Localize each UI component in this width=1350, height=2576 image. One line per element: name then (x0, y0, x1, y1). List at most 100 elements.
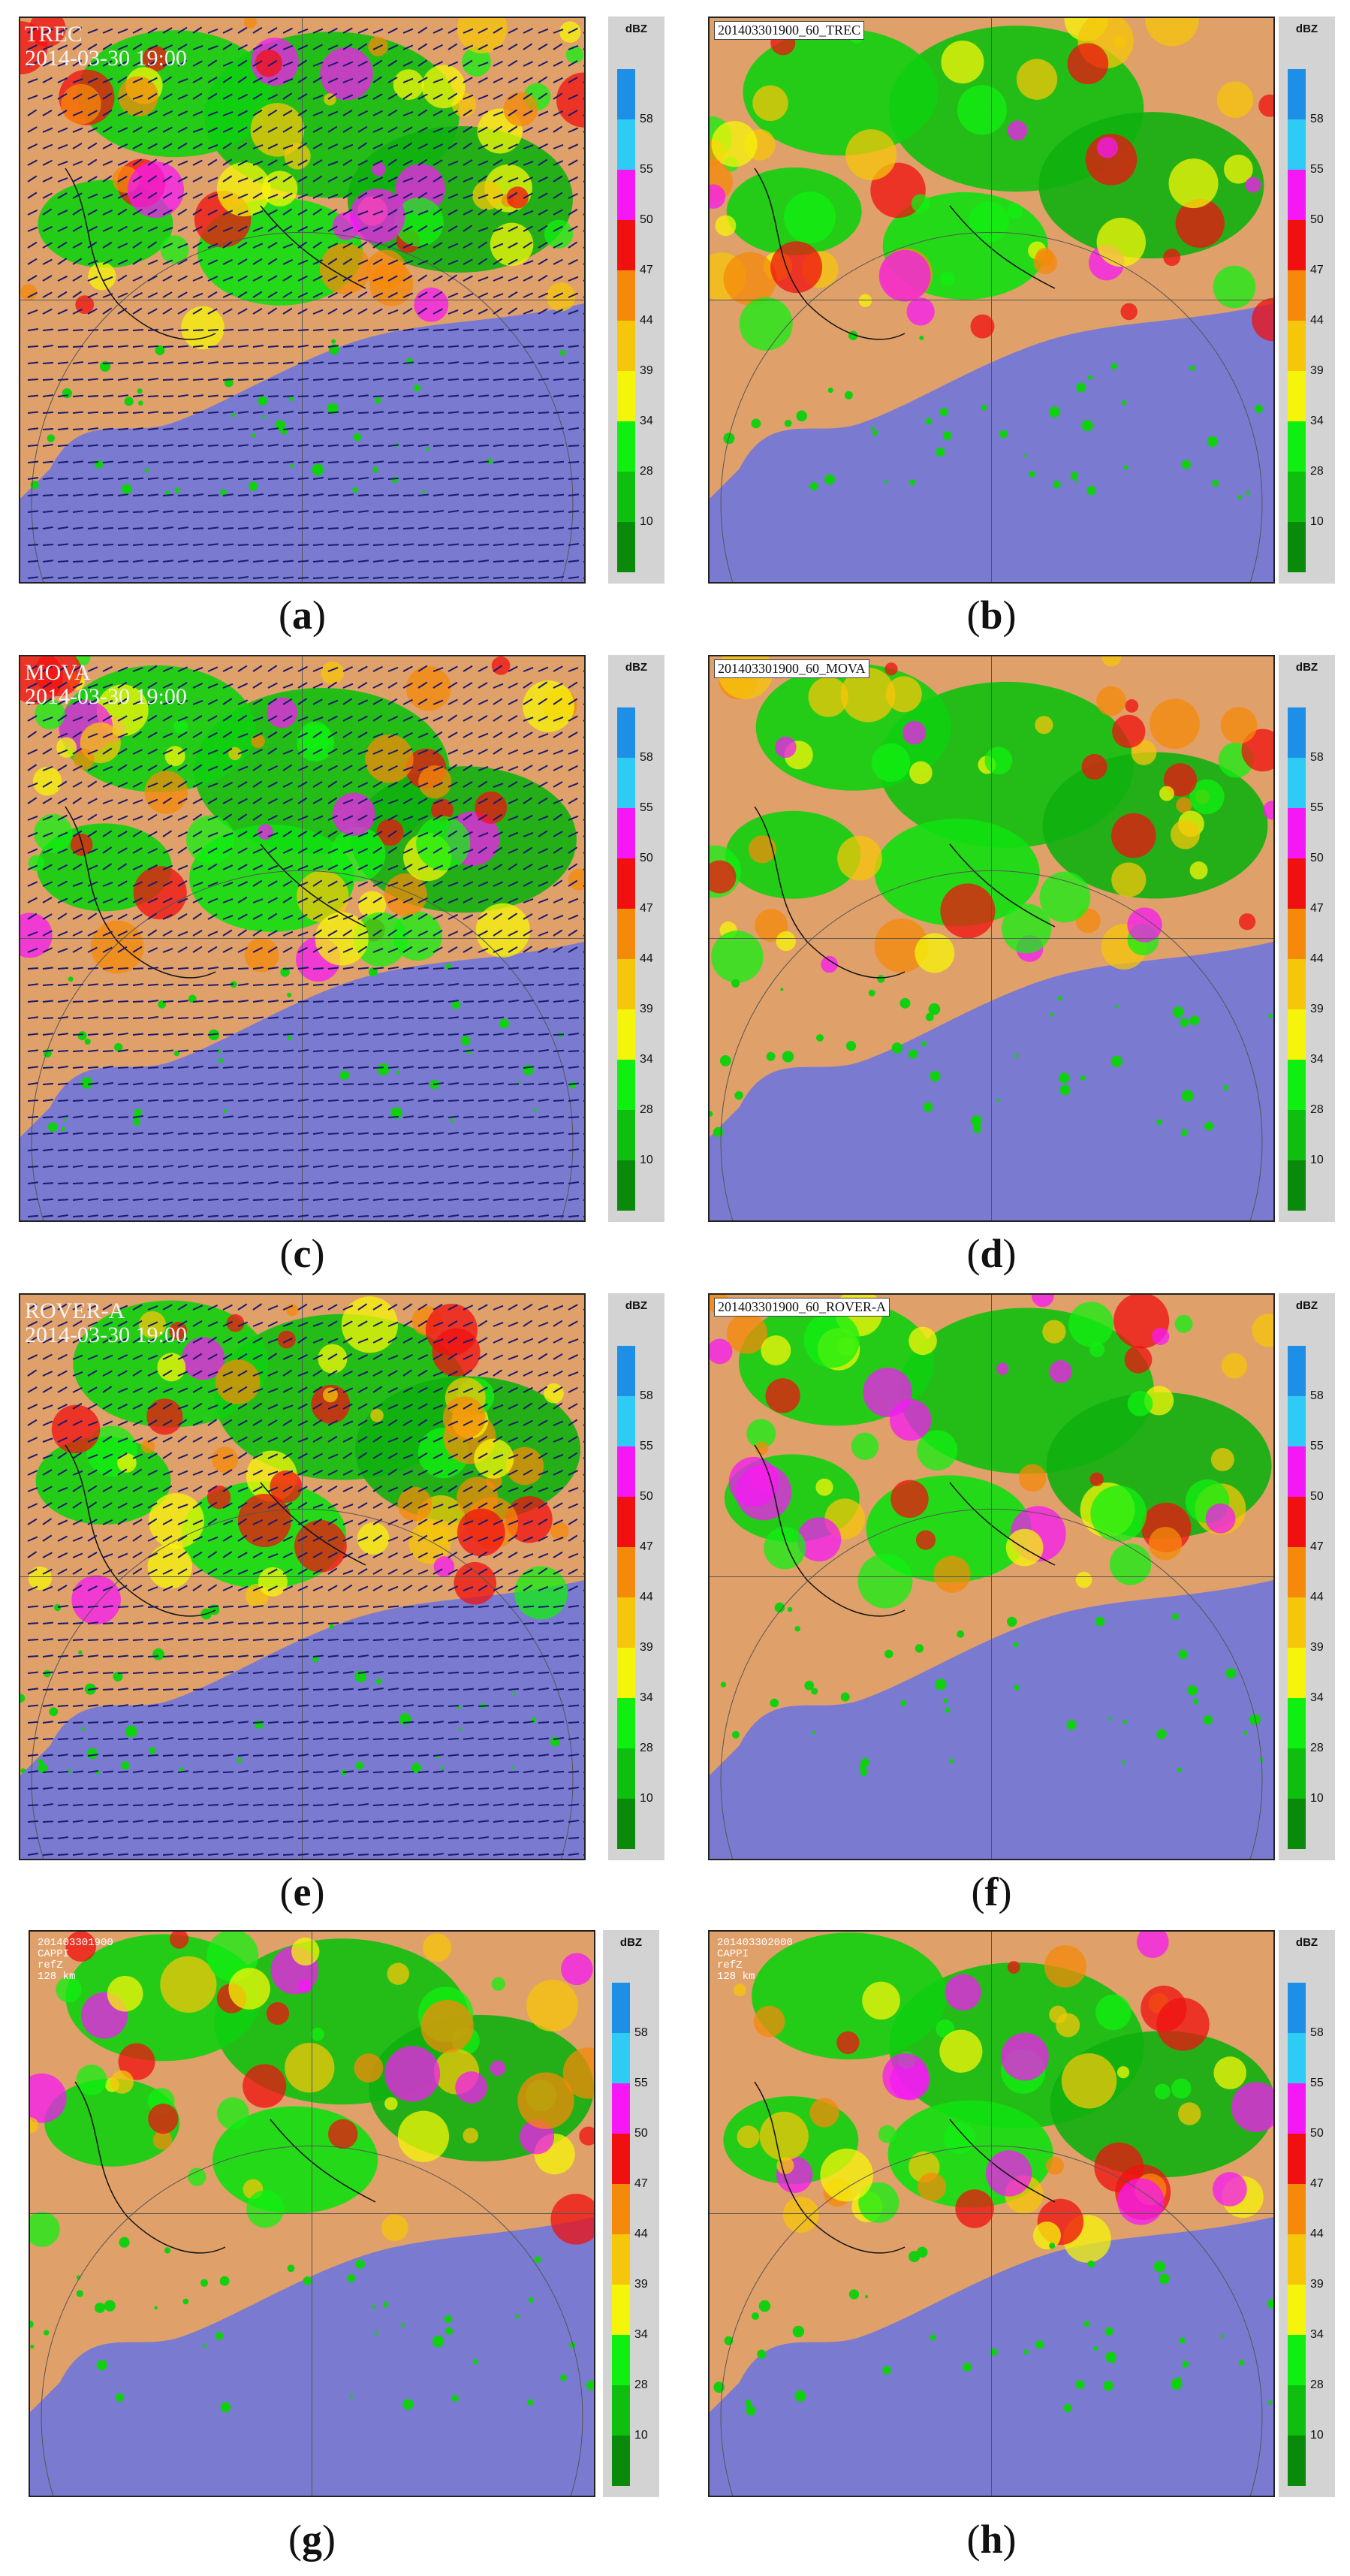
colorbar-tick-label: 39 (640, 364, 653, 377)
colorbar-swatch (1288, 1160, 1306, 1211)
colorbar-strip (1288, 1983, 1306, 2486)
colorbar-swatch (617, 808, 635, 858)
colorbar-tick-label: 55 (1310, 1440, 1324, 1452)
colorbar-tick-label: 39 (634, 2278, 648, 2291)
colorbar-swatch (1288, 707, 1306, 758)
colorbar-unit: dBZ (619, 1936, 643, 1949)
colorbar-tick-label: 34 (640, 415, 653, 427)
colorbar-tick-label: 10 (640, 515, 653, 528)
colorbar-swatch (612, 2234, 630, 2285)
colorbar-strip (1288, 69, 1306, 572)
colorbar-tick-label: 55 (634, 2077, 648, 2089)
colorbar-tick-label: 10 (1310, 515, 1324, 528)
caption-c: (c) (279, 1231, 325, 1276)
colorbar-swatch (617, 1396, 635, 1446)
colorbar-tick-label: 34 (640, 1053, 653, 1066)
colorbar-tick-label: 34 (1310, 1691, 1324, 1704)
colorbar-unit: dBZ (1295, 661, 1318, 674)
colorbar-tick-label: 55 (640, 1440, 653, 1452)
colorbar-swatch (617, 220, 635, 270)
colorbar-swatch (617, 758, 635, 808)
radar-map-g: 201403301900 CAPPI refZ 128 km (29, 1930, 595, 2497)
radar-map-e: ROVER-A 2014-03-30 19:00 (19, 1293, 586, 1860)
colorbar-swatch (1288, 959, 1306, 1009)
colorbar-swatch (617, 1060, 635, 1110)
radar-map-h: 201403302000 CAPPI refZ 128 km (708, 1930, 1275, 2497)
colorbar-tick-label: 47 (634, 2177, 648, 2190)
colorbar-tick-label: 58 (1310, 1389, 1324, 1402)
panel-filename: 201403301900_60_TREC (714, 21, 865, 40)
radar-map-a: TREC 2014-03-30 19:00 (19, 17, 586, 584)
colorbar-swatch (1288, 1110, 1306, 1160)
colorbar-swatch (617, 1446, 635, 1497)
colorbar-tick-label: 50 (634, 2127, 648, 2140)
colorbar-swatch (612, 2285, 630, 2335)
colorbar-swatch (617, 170, 635, 220)
caption-e: (e) (279, 1869, 325, 1914)
colorbar-swatch (617, 1648, 635, 1698)
colorbar-tick-label: 10 (640, 1792, 653, 1805)
colorbar-tick-label: 39 (1310, 364, 1324, 377)
colorbar-swatch (1288, 2385, 1306, 2436)
colorbar-tick-label: 58 (634, 2026, 648, 2039)
colorbar-tick-label: 58 (640, 1389, 653, 1402)
colorbar-tick-label: 39 (640, 1003, 653, 1015)
caption-f: (f) (971, 1869, 1012, 1914)
colorbar-swatch (1288, 1648, 1306, 1698)
colorbar-swatch (612, 2184, 630, 2234)
colorbar-swatch (617, 119, 635, 170)
colorbar-swatch (617, 1597, 635, 1648)
colorbar-swatch (1288, 1983, 1306, 2033)
colorbar-tick-label: 34 (634, 2328, 648, 2341)
colorbar-swatch (617, 1698, 635, 1748)
colorbar-tick-label: 44 (640, 314, 653, 327)
colorbar-swatch (1288, 371, 1306, 421)
colorbar-tick-label: 58 (1310, 2026, 1324, 2039)
colorbar-swatch (1288, 909, 1306, 959)
colorbar-swatch (612, 2335, 630, 2385)
colorbar-swatch (1288, 2285, 1306, 2335)
colorbar-swatch (612, 2385, 630, 2436)
cappi-label: 201403302000 CAPPI refZ 128 km (717, 1937, 793, 1983)
colorbar-swatch (617, 1748, 635, 1799)
colorbar-swatch (1288, 1396, 1306, 1446)
radar-map-d: 201403301900_60_MOVA (708, 655, 1275, 1222)
colorbar-tick-label: 10 (1310, 1792, 1324, 1805)
colorbar-swatch (1288, 1547, 1306, 1597)
colorbar: dBZ 58 55 50 47 44 39 34 28 10 (1279, 1293, 1335, 1860)
panel-filename: 201403301900_60_MOVA (714, 659, 869, 678)
colorbar-tick-label: 34 (640, 1691, 653, 1704)
colorbar-swatch (617, 858, 635, 909)
colorbar-tick-label: 58 (640, 113, 653, 125)
colorbar-swatch (617, 421, 635, 472)
colorbar: dBZ 58 55 50 47 44 39 34 28 10 (1279, 17, 1335, 584)
colorbar-tick-label: 44 (1310, 1591, 1324, 1603)
colorbar-tick-label: 58 (1310, 751, 1324, 764)
caption-b: (b) (966, 593, 1017, 638)
colorbar-swatch (1288, 1748, 1306, 1799)
panel-title: ROVER-A 2014-03-30 19:00 (25, 1299, 187, 1347)
colorbar-tick-label: 39 (1310, 2278, 1324, 2291)
colorbar: dBZ 58 55 50 47 44 39 34 28 10 (1279, 1930, 1335, 2497)
colorbar-swatch (1288, 2033, 1306, 2083)
colorbar-swatch (1288, 1446, 1306, 1497)
colorbar-tick-label: 50 (1310, 852, 1324, 864)
colorbar-tick-label: 47 (1310, 264, 1324, 276)
colorbar-swatch (1288, 2083, 1306, 2134)
colorbar-tick-label: 44 (1310, 2228, 1324, 2240)
caption-g: (g) (288, 2517, 336, 2562)
colorbar-swatch (612, 2436, 630, 2486)
colorbar-unit: dBZ (1295, 1936, 1318, 1949)
colorbar-tick-label: 47 (1310, 1540, 1324, 1553)
colorbar-swatch (1288, 220, 1306, 270)
colorbar-swatch (617, 371, 635, 421)
colorbar-tick-label: 10 (1310, 1154, 1324, 1166)
colorbar-swatch (1288, 119, 1306, 170)
colorbar-swatch (1288, 758, 1306, 808)
colorbar-tick-label: 39 (640, 1641, 653, 1654)
colorbar-tick-label: 10 (640, 1154, 653, 1166)
colorbar-tick-label: 28 (640, 1742, 653, 1754)
colorbar: dBZ 58 55 50 47 44 39 34 28 10 (608, 655, 664, 1222)
colorbar: dBZ 58 55 50 47 44 39 34 28 10 (1279, 655, 1335, 1222)
colorbar-swatch (1288, 472, 1306, 522)
